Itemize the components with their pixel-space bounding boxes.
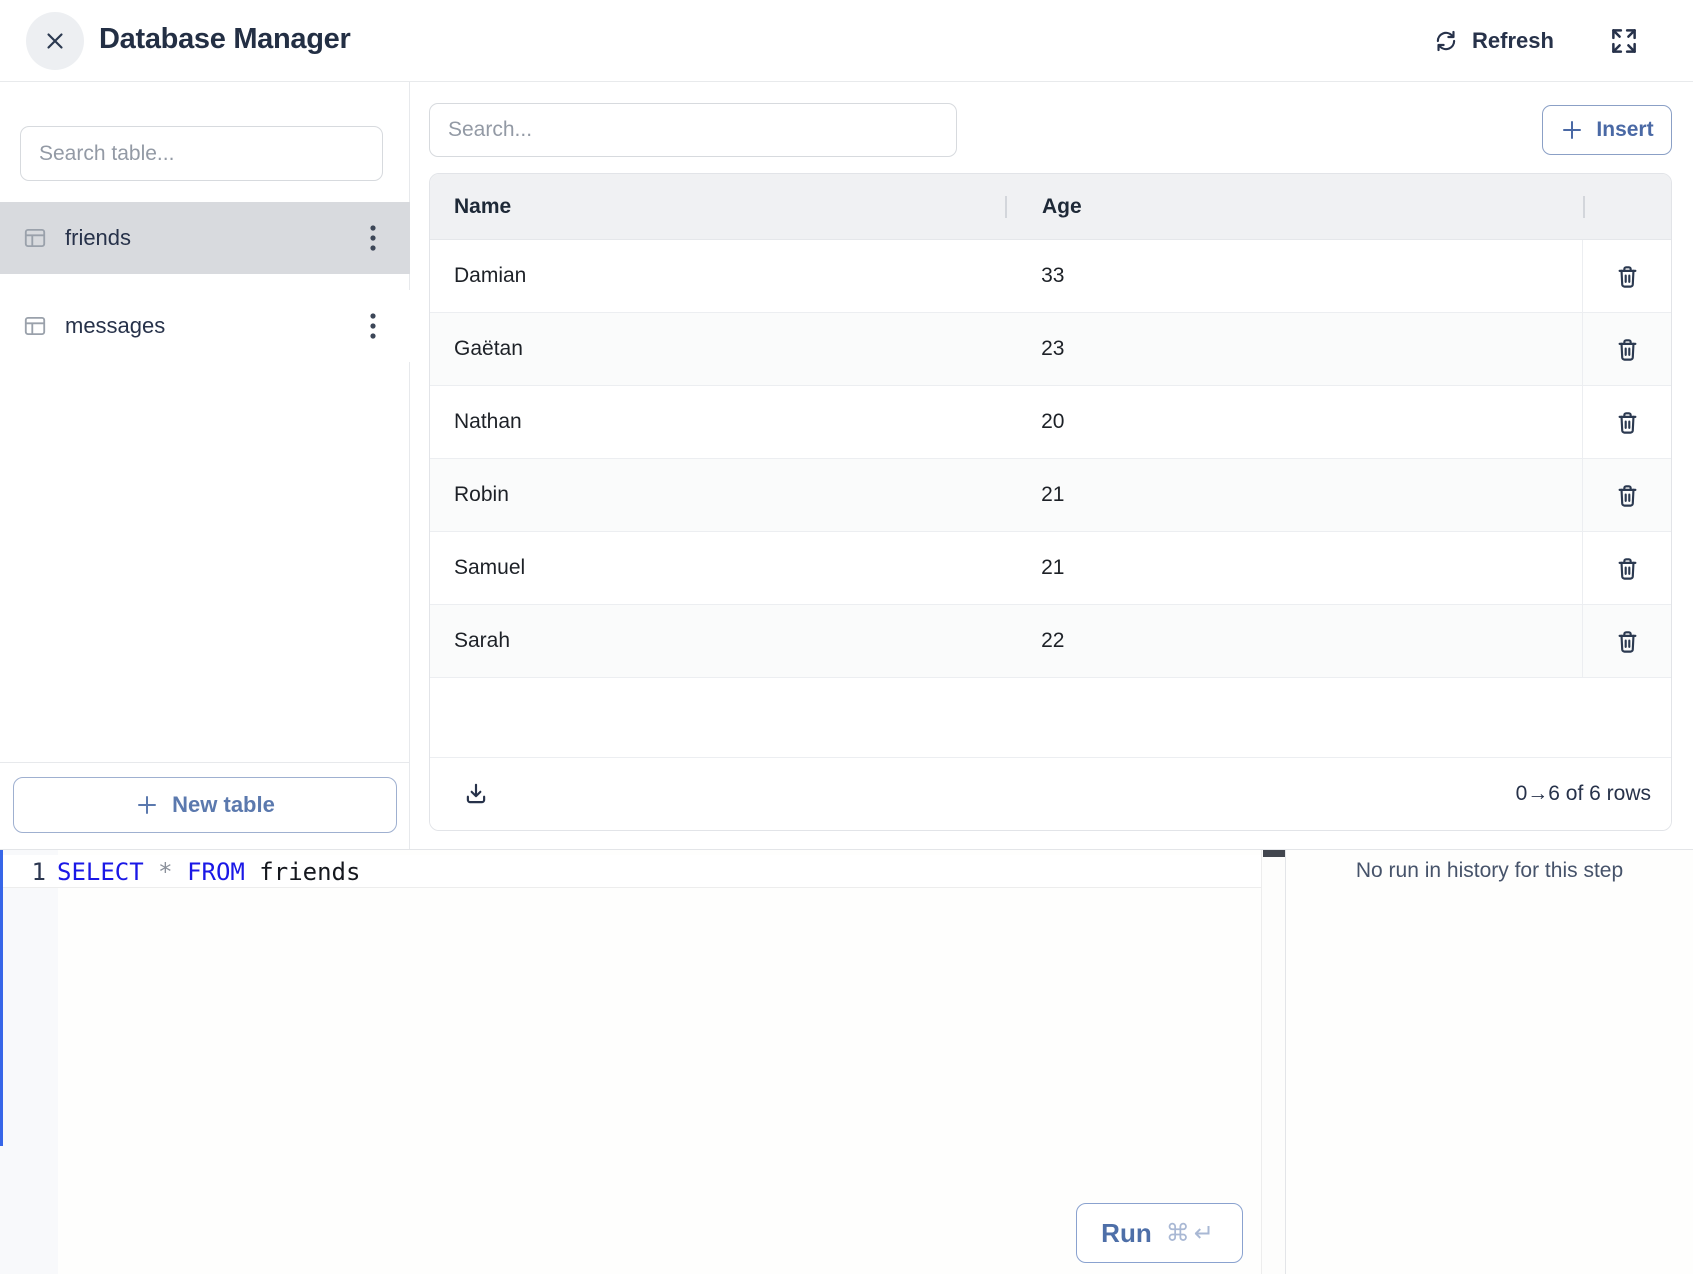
app-header: Database Manager Refresh — [0, 0, 1693, 82]
cell-name: Sarah — [454, 629, 511, 652]
run-shortcut-hint: ⌘↵ — [1165, 1219, 1218, 1247]
row-actions — [1582, 605, 1671, 677]
delete-row-button[interactable] — [1607, 329, 1647, 369]
table-row[interactable]: Samuel 21 — [430, 532, 1671, 605]
delete-row-button[interactable] — [1607, 475, 1647, 515]
column-header-age[interactable]: Age — [1042, 194, 1082, 218]
table-list: friends messages — [0, 202, 410, 378]
sidebar: friends messages New table — [0, 82, 410, 849]
kebab-menu-icon[interactable] — [358, 218, 388, 258]
delete-row-button[interactable] — [1607, 548, 1647, 588]
cell-age: 21 — [1041, 556, 1065, 579]
column-header-name[interactable]: Name — [454, 194, 512, 218]
sql-token-keyword: FROM — [187, 857, 245, 886]
table-empty-space — [430, 678, 1671, 757]
column-resize-handle[interactable] — [1005, 196, 1007, 218]
run-button[interactable]: Run ⌘↵ — [1076, 1203, 1243, 1263]
sidebar-item-friends[interactable]: friends — [0, 202, 410, 274]
cell-age: 22 — [1041, 629, 1065, 652]
cell-age: 20 — [1041, 410, 1065, 433]
row-actions — [1582, 313, 1671, 385]
close-icon — [42, 28, 68, 54]
sql-code-line[interactable]: SELECT * FROM friends — [57, 855, 360, 888]
cell-name: Nathan — [454, 410, 522, 433]
sql-token-plain — [144, 858, 158, 886]
table-body: Damian 33 Gaëtan 23 Nathan 20 Robin 21 Samuel 21 S… — [430, 240, 1671, 678]
table-search-input[interactable] — [20, 126, 383, 181]
page-title: Database Manager — [99, 23, 351, 55]
download-button[interactable] — [456, 774, 496, 814]
download-icon — [463, 781, 489, 807]
table-name-label: messages — [65, 313, 166, 338]
expand-icon — [1609, 26, 1639, 56]
cell-name: Gaëtan — [454, 337, 523, 360]
main-panel: Insert Name Age Damian 33 Gaëtan 23 Nathan 20… — [410, 82, 1693, 849]
trash-icon — [1614, 482, 1641, 509]
trash-icon — [1614, 263, 1641, 290]
trash-icon — [1614, 555, 1641, 582]
bottom-section: 1 SELECT * FROM friends Run ⌘↵ No run in… — [0, 849, 1693, 1274]
sidebar-divider — [0, 762, 409, 763]
sidebar-item-messages[interactable]: messages — [0, 290, 410, 362]
row-actions — [1582, 386, 1671, 458]
refresh-button[interactable]: Refresh — [1433, 0, 1554, 82]
table-icon — [22, 313, 48, 339]
run-label: Run — [1101, 1217, 1152, 1248]
search-input[interactable] — [429, 103, 957, 157]
trash-icon — [1614, 336, 1641, 363]
line-number: 1 — [31, 857, 46, 886]
cell-age: 23 — [1041, 337, 1065, 360]
new-table-button[interactable]: New table — [13, 777, 397, 833]
fullscreen-button[interactable] — [1608, 25, 1640, 57]
kebab-menu-icon[interactable] — [358, 306, 388, 346]
cell-age: 33 — [1041, 264, 1065, 287]
table-icon — [22, 225, 48, 251]
data-table: Name Age Damian 33 Gaëtan 23 Nathan 20 Robin 21… — [429, 173, 1672, 831]
history-empty-message: No run in history for this step — [1355, 859, 1624, 882]
close-button[interactable] — [26, 12, 84, 70]
trash-icon — [1614, 409, 1641, 436]
refresh-icon — [1433, 28, 1459, 54]
table-row[interactable]: Damian 33 — [430, 240, 1671, 313]
editor-gutter — [0, 850, 58, 1274]
active-line-highlight — [0, 855, 1261, 888]
delete-row-button[interactable] — [1607, 621, 1647, 661]
cell-name: Robin — [454, 483, 509, 506]
delete-row-button[interactable] — [1607, 256, 1647, 296]
cell-name: Damian — [454, 264, 527, 287]
sql-token-operator: * — [158, 857, 173, 886]
run-history-panel: No run in history for this step — [1285, 850, 1693, 1274]
delete-row-button[interactable] — [1607, 402, 1647, 442]
row-actions — [1582, 532, 1671, 604]
row-actions — [1582, 459, 1671, 531]
table-row[interactable]: Robin 21 — [430, 459, 1671, 532]
table-header-row: Name Age — [430, 174, 1671, 240]
table-row[interactable]: Nathan 20 — [430, 386, 1671, 459]
editor-scrollbar — [1261, 850, 1285, 1274]
cell-age: 21 — [1041, 483, 1065, 506]
trash-icon — [1614, 628, 1641, 655]
editor-focus-strip — [0, 850, 3, 1146]
insert-label: Insert — [1596, 118, 1654, 141]
cell-name: Samuel — [454, 556, 526, 579]
sql-token-keyword: SELECT — [57, 857, 144, 886]
rows-range-label: 0→6 of 6 rows — [1515, 782, 1651, 805]
table-row[interactable]: Gaëtan 23 — [430, 313, 1671, 386]
new-table-label: New table — [172, 792, 275, 817]
sql-token-plain — [173, 858, 187, 886]
plus-icon — [1560, 118, 1584, 142]
refresh-label: Refresh — [1472, 28, 1554, 53]
row-actions — [1582, 240, 1671, 312]
sql-token-plain: friends — [244, 857, 361, 886]
table-row[interactable]: Sarah 22 — [430, 605, 1671, 678]
table-name-label: friends — [65, 225, 132, 250]
scrollbar-thumb[interactable] — [1263, 850, 1285, 857]
sql-editor[interactable]: 1 SELECT * FROM friends Run ⌘↵ — [0, 850, 1261, 1274]
column-resize-handle[interactable] — [1583, 196, 1585, 218]
insert-button[interactable]: Insert — [1542, 105, 1672, 155]
plus-icon — [135, 793, 159, 817]
table-footer: 0→6 of 6 rows — [430, 757, 1671, 830]
